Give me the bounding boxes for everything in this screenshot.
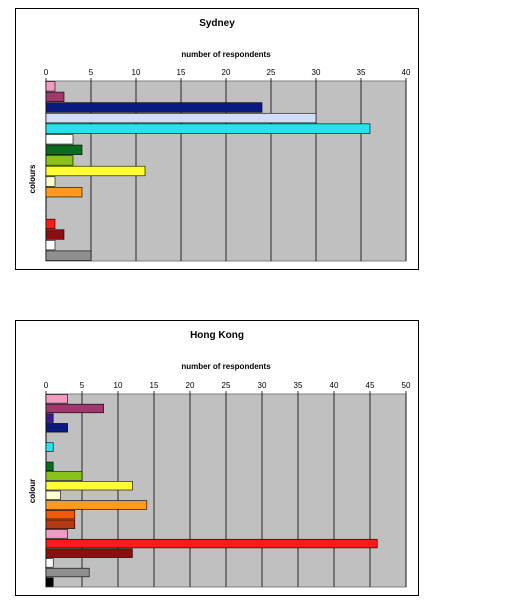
chart-sydney: Sydney number of respondents colours 0 5 1… bbox=[15, 8, 419, 270]
bar bbox=[45, 567, 90, 578]
chart-title: Hong Kong bbox=[190, 330, 244, 341]
bar bbox=[45, 394, 68, 404]
x-tick-label: 20 bbox=[222, 68, 231, 77]
bar bbox=[45, 413, 54, 423]
bar bbox=[45, 218, 56, 230]
bar bbox=[45, 519, 76, 529]
bar bbox=[45, 577, 54, 587]
bar bbox=[45, 423, 68, 433]
y-axis-title: colour bbox=[28, 479, 37, 503]
bar bbox=[45, 558, 54, 568]
bar bbox=[45, 481, 133, 491]
bar bbox=[45, 529, 68, 539]
x-axis-title: number of respondents bbox=[181, 50, 271, 59]
bar bbox=[45, 91, 65, 102]
bar bbox=[45, 500, 148, 510]
bar bbox=[45, 102, 263, 113]
bar bbox=[45, 490, 61, 500]
bar bbox=[45, 176, 56, 187]
x-tick-label: 20 bbox=[186, 381, 195, 390]
bar bbox=[45, 471, 83, 481]
bar bbox=[45, 165, 146, 177]
x-axis-title: number of respondents bbox=[181, 362, 271, 371]
x-tick-label: 10 bbox=[114, 381, 123, 390]
chart-title: Sydney bbox=[199, 18, 235, 29]
x-tick-label: 5 bbox=[80, 381, 85, 390]
x-tick-label: 15 bbox=[177, 68, 186, 77]
y-axis-title: colours bbox=[28, 164, 37, 193]
bar bbox=[45, 461, 54, 472]
bar bbox=[45, 144, 83, 155]
bar bbox=[45, 134, 74, 145]
bar bbox=[45, 538, 378, 549]
chart-sydney-svg: Sydney number of respondents colours 0 5 1… bbox=[28, 18, 411, 262]
x-tick-label: 40 bbox=[402, 68, 411, 77]
x-tick-label: 30 bbox=[312, 68, 321, 77]
bar bbox=[45, 81, 56, 92]
bar bbox=[45, 123, 371, 134]
x-tick-label: 35 bbox=[294, 381, 303, 390]
x-tick-label: 0 bbox=[44, 68, 49, 77]
x-tick-label: 5 bbox=[89, 68, 94, 77]
bar bbox=[45, 187, 83, 198]
bar bbox=[45, 250, 92, 261]
x-tick-label: 50 bbox=[402, 381, 411, 390]
x-tick-label: 25 bbox=[267, 68, 276, 77]
bar bbox=[45, 240, 56, 251]
x-tick-label: 25 bbox=[222, 381, 231, 390]
chart-hong-kong-svg: Hong Kong number of respondents colour 0… bbox=[28, 330, 411, 588]
x-tick-label: 10 bbox=[132, 68, 141, 77]
x-tick-label: 0 bbox=[44, 381, 49, 390]
x-tick-label: 15 bbox=[150, 381, 159, 390]
x-tick-label: 35 bbox=[357, 68, 366, 77]
x-tick-label: 30 bbox=[258, 381, 267, 390]
x-tick-label: 45 bbox=[366, 381, 375, 390]
bar bbox=[45, 112, 317, 124]
bar bbox=[45, 442, 54, 452]
bar bbox=[45, 155, 74, 166]
bar bbox=[45, 510, 76, 520]
bar bbox=[45, 403, 104, 414]
bar bbox=[45, 548, 133, 558]
bar bbox=[45, 229, 65, 240]
chart-hong-kong: Hong Kong number of respondents colour 0… bbox=[15, 320, 419, 596]
x-tick-label: 40 bbox=[330, 381, 339, 390]
